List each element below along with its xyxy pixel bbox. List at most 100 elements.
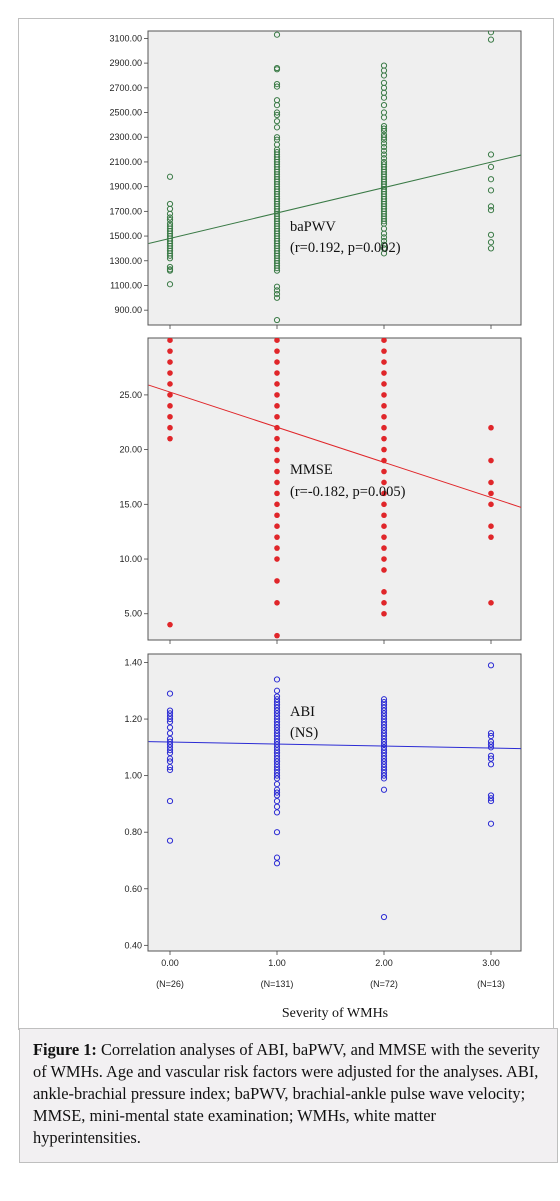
data-point [381,490,387,497]
data-point [166,755,174,762]
data-point [380,114,388,121]
annotation-stat: (r=-0.182, p=0.005) [290,484,406,500]
data-point [273,809,281,816]
x-axis: 0.00 (N=26) 1.00 (N=131) 2.00 (N=72) 3.00 (N=13… [156,958,505,1021]
data-point [273,109,281,116]
data-point [274,479,280,486]
data-point [381,589,387,595]
data-point [381,381,387,387]
data-point [166,255,174,262]
data-point [380,218,388,225]
data-point [380,230,388,237]
data-point [487,741,495,748]
data-point [273,118,281,125]
y-tick-label: 1100.00 [110,280,142,290]
data-point [487,761,495,768]
data-point [380,72,388,79]
data-point [273,283,281,290]
plot-marks [148,338,521,639]
x-tick-label: 0.00 [161,958,179,968]
data-point [380,94,388,101]
data-point [381,446,387,453]
x-tick-label: 2.00 [375,958,393,968]
caption-label: Figure 1: [33,1040,97,1059]
data-point [487,730,495,737]
data-point [274,468,280,475]
data-point [488,534,494,540]
plot-area [147,653,522,952]
data-point [380,140,388,147]
data-point [381,338,387,343]
regression-line [148,154,521,244]
data-point [274,370,280,376]
y-tick-label: 2300.00 [109,132,142,142]
data-point [381,523,387,530]
data-point [381,599,387,606]
data-point [166,252,174,259]
data-point [381,479,387,486]
data-point [381,392,387,398]
data-point [381,501,387,508]
x-count-label: (N=72) [370,979,398,989]
data-point [274,457,280,464]
data-point [166,173,174,180]
data-point [380,772,388,779]
data-point [167,424,173,431]
y-tick-label: 0.80 [124,827,142,837]
data-point [273,860,281,867]
panel-3: 0.40 0.60 0.80 1.00 1.20 1.40 ABI (NS) [124,653,522,955]
data-point [274,545,280,551]
data-point [273,291,281,298]
data-point [167,392,173,398]
data-point [487,203,495,210]
data-point [273,267,281,274]
data-point [274,403,280,409]
data-point [487,207,495,214]
x-tick-label: 3.00 [482,958,500,968]
data-point [273,81,281,88]
data-point [380,913,388,921]
data-point [380,155,388,162]
y-tick-label: 0.60 [124,884,142,894]
data-point [380,125,388,132]
data-point [380,241,388,248]
data-point [488,523,494,530]
y-tick-label: 20.00 [119,445,142,455]
regression-line [148,741,521,750]
data-point [273,829,281,836]
data-point [274,523,280,530]
data-point [273,316,281,324]
panel-1: 900.00 1100.00 1300.00 1500.00 1700.00 1900.0… [109,30,522,329]
y-tick-label: 10.00 [119,554,142,564]
data-point [274,381,280,387]
data-point [381,348,387,354]
data-point [274,501,280,508]
plot-marks [148,662,521,921]
data-point [380,775,388,782]
y-tick-label: 3100.00 [109,33,142,43]
data-point [487,187,495,194]
y-tick-label: 5.00 [124,609,142,619]
data-point [488,490,494,497]
x-axis-title: Severity of WMHs [282,1006,388,1021]
annotation-label: baPWV [290,219,336,235]
data-point [274,359,280,365]
data-point [166,267,174,274]
data-point [273,789,281,796]
data-point [274,435,280,442]
data-point [167,621,173,628]
data-point [381,534,387,540]
data-point [273,265,281,272]
data-point [166,715,174,723]
y-tick-label: 1900.00 [109,182,142,192]
x-count-label: (N=131) [261,979,294,989]
plot-area [147,337,522,641]
data-point [381,512,387,519]
annotation-stat: (NS) [290,725,318,741]
data-point [488,501,494,508]
data-point [380,786,388,793]
data-point [273,66,281,73]
data-point [487,797,495,805]
y-tick-label: 2500.00 [109,108,142,118]
data-point [274,556,280,562]
